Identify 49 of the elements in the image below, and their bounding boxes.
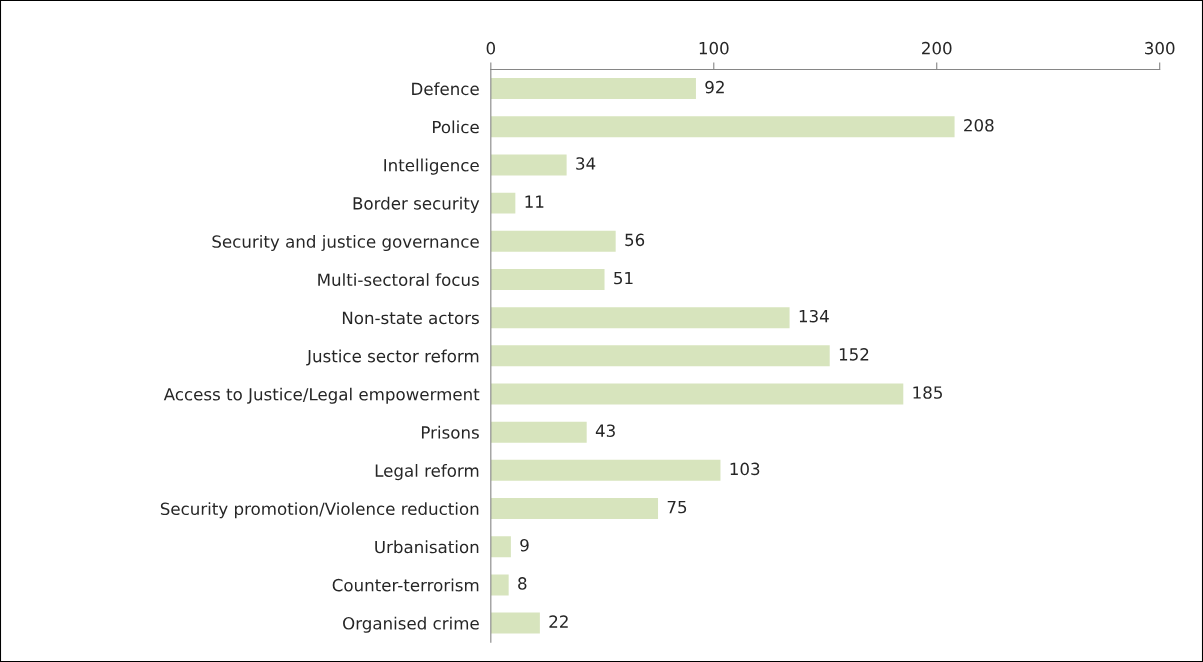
data-label: 56 (625, 233, 645, 247)
bar (490, 459, 721, 481)
y-tick-label: Intelligence (384, 158, 479, 175)
x-tick-label: 100 (699, 41, 729, 55)
data-label: 22 (549, 615, 568, 628)
x-tick-label: 200 (922, 41, 952, 55)
data-label: 103 (730, 462, 760, 476)
y-tick-label: Legal reform (375, 464, 479, 481)
bar (490, 536, 511, 558)
y-tick-label: Urbanisation (375, 540, 479, 554)
x-tick-label: 0 (486, 41, 496, 55)
y-tick-label: Border security (353, 196, 480, 213)
y-tick-label: Counter-terrorism (332, 578, 479, 592)
data-label: 208 (964, 119, 994, 132)
bar (490, 154, 567, 176)
bar (490, 574, 509, 596)
y-tick-label: Prisons (421, 425, 479, 439)
y-tick-label: Defence (412, 82, 479, 96)
bar (490, 268, 605, 290)
data-label: 152 (839, 348, 869, 361)
data-label: 51 (614, 271, 633, 285)
data-label: 75 (667, 500, 687, 514)
bar (490, 612, 540, 634)
data-label: 34 (576, 157, 596, 170)
y-tick-label: Justice sector reform (306, 349, 479, 366)
bar (490, 116, 955, 138)
y-tick-label: Police (433, 120, 479, 134)
data-label: 185 (913, 386, 942, 399)
x-tick-label: 300 (1145, 41, 1175, 55)
data-label: 92 (705, 80, 724, 94)
bar (490, 230, 616, 252)
bar (490, 421, 587, 443)
bar (490, 345, 830, 367)
y-tick-label: Multi-sectoral focus (318, 273, 479, 287)
bar (490, 307, 790, 329)
bar (490, 383, 904, 405)
data-label: 43 (595, 424, 615, 438)
y-tick-label: Security promotion/Violence reduction (160, 502, 479, 519)
bar (490, 498, 659, 520)
data-label: 134 (799, 309, 829, 323)
bar (490, 192, 516, 214)
y-tick-label: Non-state actors (342, 311, 479, 325)
data-label: 11 (525, 195, 544, 208)
y-tick-label: Access to Justice/Legal empowerment (163, 387, 480, 404)
data-label: 8 (518, 577, 527, 590)
y-tick-label: Organised crime (343, 616, 479, 633)
y-tick-label: Security and justice governance (212, 234, 479, 252)
bar (490, 78, 696, 100)
data-label: 9 (520, 538, 529, 552)
